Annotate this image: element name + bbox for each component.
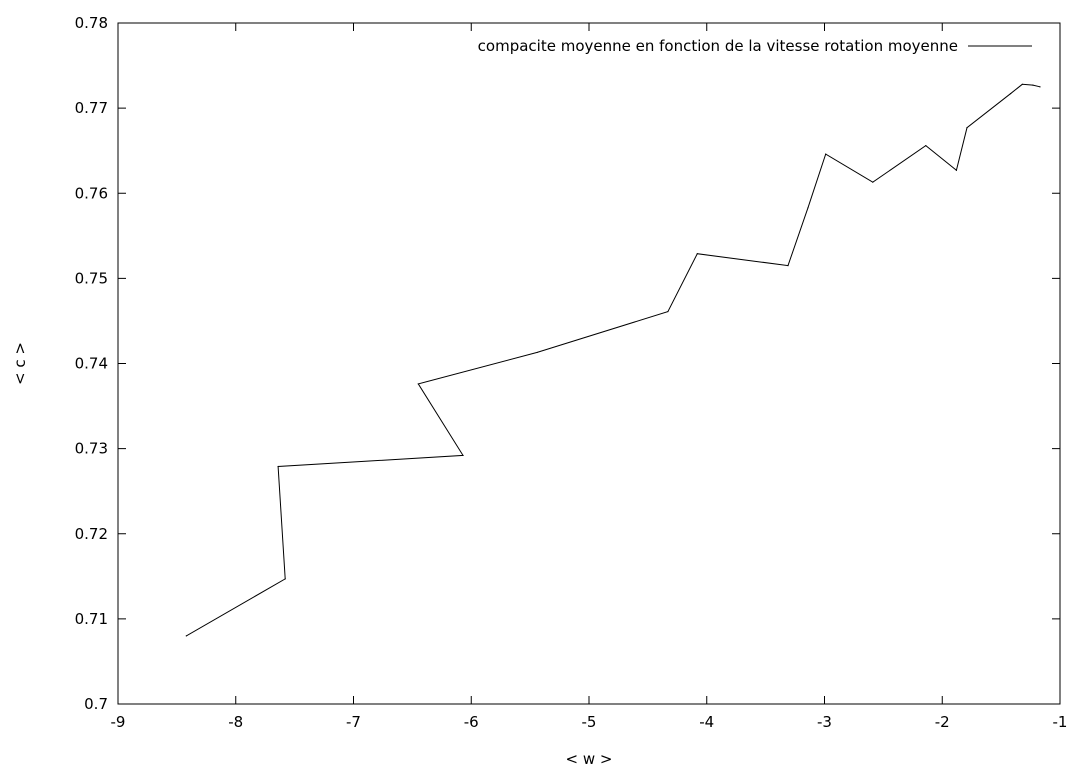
x-tick-label: -3 — [817, 713, 832, 731]
y-tick-label: 0.73 — [75, 440, 108, 458]
x-tick-label: -5 — [582, 713, 597, 731]
data-point — [1009, 93, 1012, 95]
data-point — [966, 127, 968, 129]
data-point — [462, 454, 464, 457]
y-tick-label: 0.7 — [84, 695, 108, 713]
x-axis-label: < w > — [566, 750, 613, 768]
x-tick-labels: -9 -8 -7 -6 -5 -4 -3 -2 -1 — [111, 713, 1068, 731]
x-tick-label: -1 — [1053, 713, 1068, 731]
y-tick-label: 0.77 — [75, 99, 108, 117]
y-tick-labels: 0.7 0.71 0.72 0.73 0.74 0.75 0.76 0.77 0.78 — [75, 14, 108, 713]
legend-label: compacite moyenne en fonction de la vite… — [478, 37, 958, 55]
data-point — [1039, 86, 1041, 88]
data-point — [667, 310, 669, 313]
y-tick-label: 0.75 — [75, 269, 108, 287]
x-tick-label: -4 — [699, 713, 714, 731]
legend: compacite moyenne en fonction de la vite… — [478, 37, 1032, 55]
data-point — [807, 207, 809, 209]
y-tick-label: 0.71 — [75, 610, 108, 628]
data-point — [284, 578, 286, 580]
y-tick-label: 0.76 — [75, 184, 108, 202]
x-tick-label: -7 — [346, 713, 361, 731]
plot-frame — [117, 22, 1061, 705]
y-axis-label: < c > — [11, 342, 29, 385]
y-tick-label: 0.74 — [75, 355, 108, 373]
x-tick-label: -6 — [464, 713, 479, 731]
data-point — [1021, 83, 1023, 85]
series-points — [185, 83, 1041, 637]
data-point — [872, 181, 874, 183]
data-point — [536, 351, 538, 354]
x-tick-label: -2 — [935, 713, 950, 731]
data-point — [417, 383, 419, 385]
data-point — [925, 144, 927, 147]
data-point — [277, 465, 279, 468]
x-tick-label: -9 — [111, 713, 126, 731]
data-point — [1032, 84, 1034, 86]
data-point — [185, 635, 187, 637]
y-tick-label: 0.78 — [75, 14, 108, 32]
data-point — [787, 265, 789, 267]
axis-ticks — [117, 22, 1061, 705]
data-point — [696, 253, 698, 255]
x-tick-label: -8 — [228, 713, 243, 731]
y-tick-label: 0.72 — [75, 525, 108, 543]
data-point — [955, 169, 957, 171]
data-point — [825, 153, 827, 155]
series-line — [186, 83, 1041, 637]
